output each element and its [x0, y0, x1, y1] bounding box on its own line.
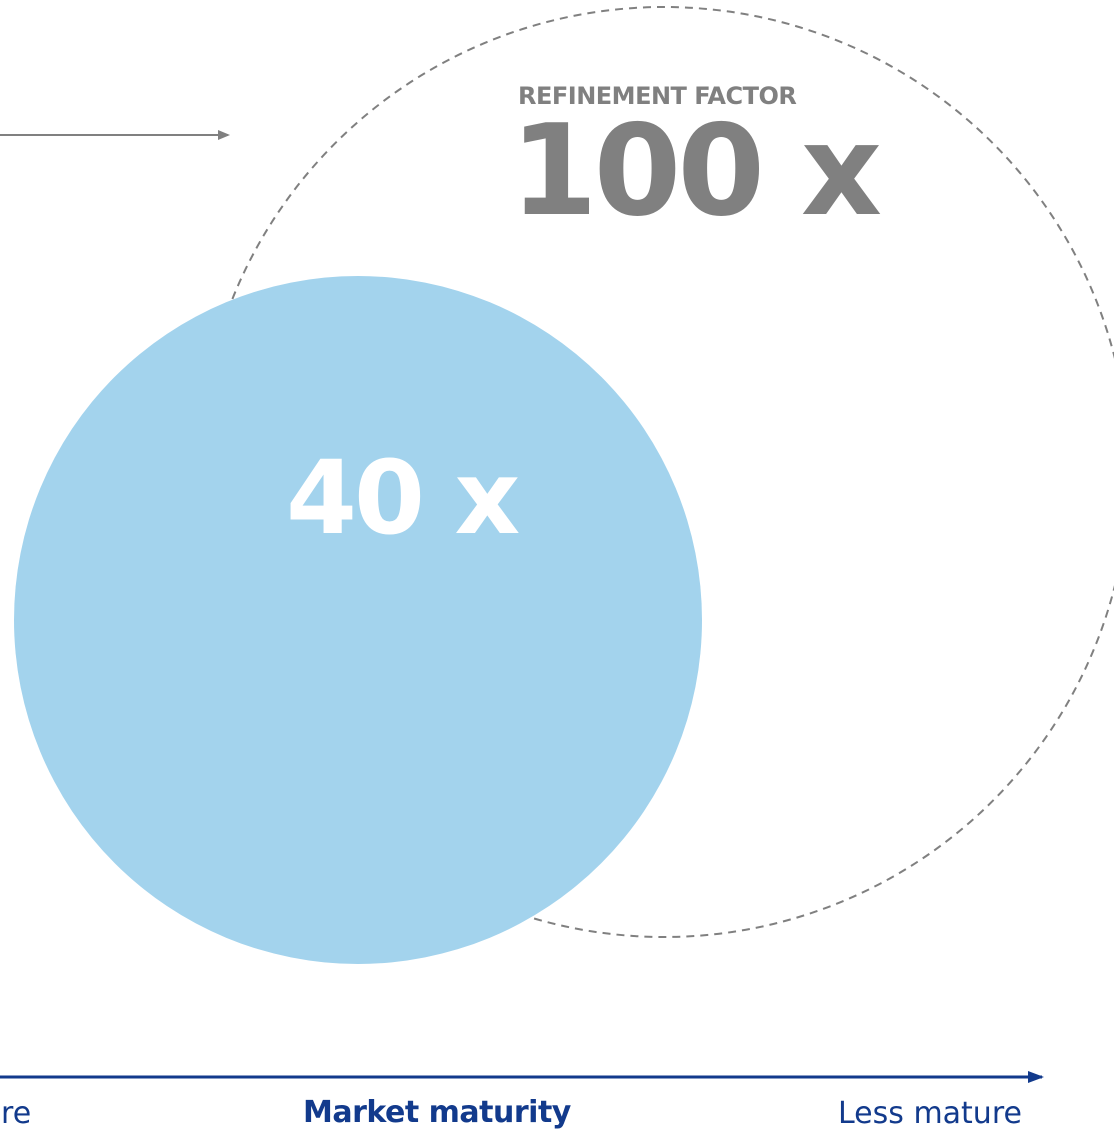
axis-title: Market maturity	[303, 1095, 571, 1130]
refinement-factor-label: REFINEMENT FACTOR	[518, 82, 797, 110]
large-factor-value: 100 x	[510, 97, 882, 244]
small-factor-value: 40 x	[286, 439, 520, 558]
axis-right-label: Less mature	[838, 1096, 1022, 1131]
filled-circle-small	[14, 276, 702, 964]
axis-left-label: ure	[0, 1096, 32, 1131]
